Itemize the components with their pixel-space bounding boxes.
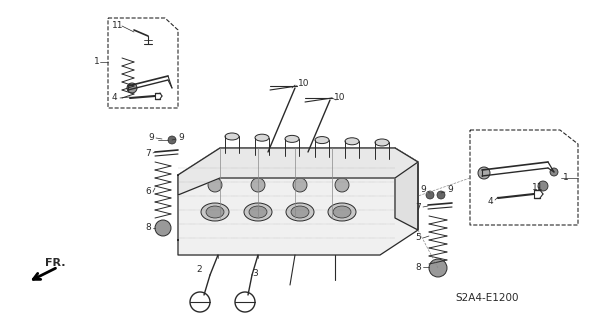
Text: 4: 4 bbox=[112, 93, 118, 102]
Ellipse shape bbox=[375, 139, 389, 146]
Circle shape bbox=[251, 178, 265, 192]
Text: 6: 6 bbox=[145, 188, 151, 196]
Text: 10: 10 bbox=[334, 92, 346, 101]
Ellipse shape bbox=[201, 203, 229, 221]
Ellipse shape bbox=[285, 152, 299, 159]
Ellipse shape bbox=[249, 206, 267, 218]
Text: 11: 11 bbox=[532, 183, 544, 193]
Ellipse shape bbox=[225, 150, 239, 157]
Text: FR.: FR. bbox=[45, 258, 66, 268]
Ellipse shape bbox=[345, 138, 359, 145]
Text: 1: 1 bbox=[563, 173, 569, 182]
Circle shape bbox=[335, 178, 349, 192]
Circle shape bbox=[127, 83, 137, 93]
Text: 10: 10 bbox=[298, 78, 310, 87]
Circle shape bbox=[168, 136, 176, 144]
Ellipse shape bbox=[315, 137, 329, 144]
Text: 2: 2 bbox=[196, 266, 202, 275]
Text: S2A4-E1200: S2A4-E1200 bbox=[455, 293, 518, 303]
Ellipse shape bbox=[255, 134, 269, 141]
Circle shape bbox=[478, 167, 490, 179]
Ellipse shape bbox=[291, 206, 309, 218]
Text: 7: 7 bbox=[145, 148, 151, 157]
Circle shape bbox=[293, 178, 307, 192]
Circle shape bbox=[155, 220, 171, 236]
Ellipse shape bbox=[333, 206, 351, 218]
Polygon shape bbox=[178, 148, 418, 255]
Circle shape bbox=[538, 181, 548, 191]
Text: 8: 8 bbox=[415, 262, 421, 271]
Polygon shape bbox=[178, 148, 418, 195]
Circle shape bbox=[426, 191, 434, 199]
Text: 9: 9 bbox=[447, 186, 453, 195]
Text: 9: 9 bbox=[420, 186, 426, 195]
Text: 3: 3 bbox=[252, 269, 258, 278]
Text: 9: 9 bbox=[148, 133, 154, 142]
Text: 1: 1 bbox=[94, 58, 100, 67]
Ellipse shape bbox=[225, 133, 239, 140]
Ellipse shape bbox=[206, 206, 224, 218]
Ellipse shape bbox=[286, 203, 314, 221]
Text: 4: 4 bbox=[488, 197, 493, 206]
Ellipse shape bbox=[285, 135, 299, 142]
Ellipse shape bbox=[375, 156, 389, 163]
Circle shape bbox=[437, 191, 445, 199]
Text: 8: 8 bbox=[145, 223, 151, 233]
Text: 9: 9 bbox=[178, 133, 184, 142]
Ellipse shape bbox=[244, 203, 272, 221]
Text: 5: 5 bbox=[415, 234, 421, 243]
Circle shape bbox=[208, 178, 222, 192]
Ellipse shape bbox=[255, 151, 269, 158]
Ellipse shape bbox=[315, 154, 329, 161]
Ellipse shape bbox=[328, 203, 356, 221]
Circle shape bbox=[429, 259, 447, 277]
Ellipse shape bbox=[345, 155, 359, 162]
Text: 7: 7 bbox=[415, 203, 421, 212]
Text: 11: 11 bbox=[112, 21, 124, 30]
Polygon shape bbox=[395, 148, 418, 230]
Circle shape bbox=[550, 168, 558, 176]
